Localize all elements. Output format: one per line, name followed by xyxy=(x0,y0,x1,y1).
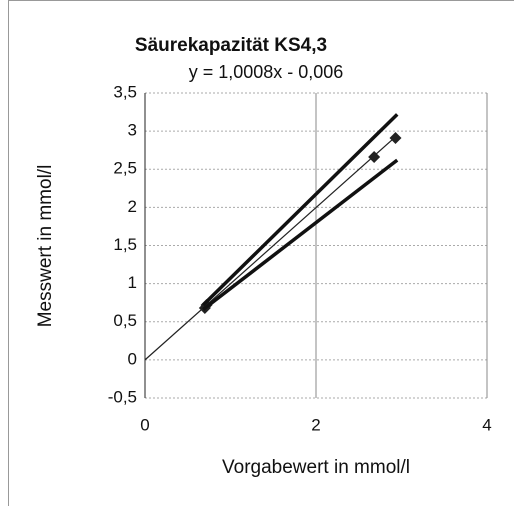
chart-subtitle: y = 1,0008x - 0,006 xyxy=(189,62,344,82)
data-point xyxy=(389,131,402,144)
y-tick-label: 2,5 xyxy=(113,159,137,178)
y-tick-label: 3,5 xyxy=(113,82,137,101)
chart-title: Säurekapazität KS4,3 xyxy=(135,35,327,56)
series-line xyxy=(144,136,396,361)
y-tick-label: 1,5 xyxy=(113,235,137,254)
series-line xyxy=(202,158,399,311)
x-tick-label: 0 xyxy=(140,415,149,434)
y-tick-label: 3 xyxy=(128,121,137,140)
y-tick-label: 1 xyxy=(128,273,137,292)
data-point xyxy=(368,151,381,164)
y-tick-label: 0 xyxy=(128,349,137,368)
y-tick-label: 0,5 xyxy=(113,311,137,330)
chart-frame xyxy=(8,0,514,506)
y-tick-label: 2 xyxy=(128,197,137,216)
x-tick-label: 4 xyxy=(482,415,491,434)
series-line xyxy=(201,113,399,307)
y-tick-label: -0,5 xyxy=(108,387,137,406)
x-axis-label: Vorgabewert in mmol/l xyxy=(222,457,410,478)
y-axis-label: Messwert in mmol/l xyxy=(35,165,56,328)
x-tick-label: 2 xyxy=(311,415,320,434)
